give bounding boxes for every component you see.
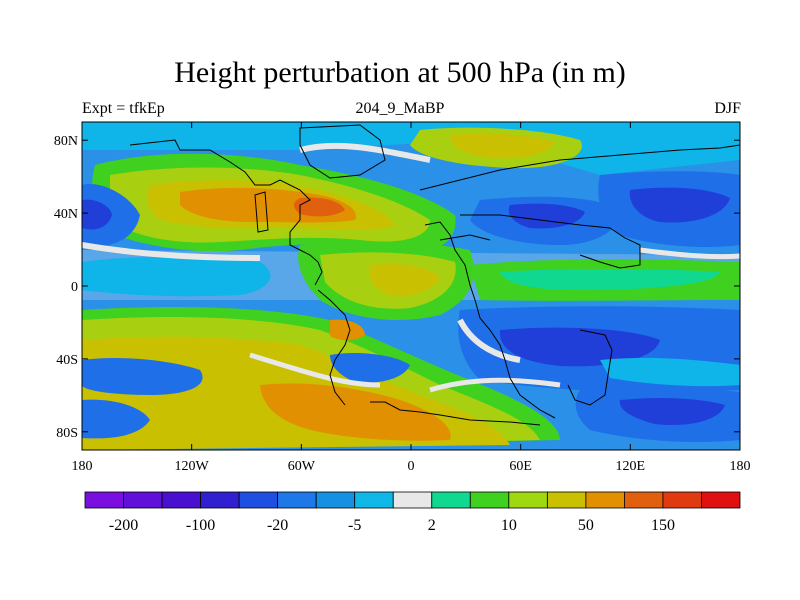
coastline-antarctica xyxy=(370,401,541,426)
lat-tick-label: 40N xyxy=(54,207,78,222)
colorbar-label: 2 xyxy=(428,517,436,534)
coastlines xyxy=(129,124,740,426)
lon-tick-label: 60W xyxy=(288,459,316,474)
colorbar-swatch xyxy=(161,491,201,509)
contour-north-pacific-deepblue xyxy=(82,199,112,230)
colorbar-swatch xyxy=(469,491,510,509)
lon-tick-label: 180 xyxy=(730,459,751,474)
lon-tick-label: 120E xyxy=(616,459,646,474)
colorbar-swatch xyxy=(431,491,471,509)
lon-tick-label: 120W xyxy=(175,459,210,474)
coastline-north-america xyxy=(129,139,323,286)
experiment-label: Expt = tfkEp xyxy=(82,100,165,117)
contour-asia-deepblue xyxy=(508,203,585,229)
contour-south-pacific-blue xyxy=(82,358,203,395)
colorbar-swatch xyxy=(200,491,240,509)
contour-north-cyan xyxy=(82,122,740,175)
contour-pacific-ne-deepblue xyxy=(629,187,730,223)
coastline-hudson xyxy=(254,191,269,233)
lat-tick-label: 80N xyxy=(54,134,78,149)
contour-field xyxy=(82,122,740,450)
contour-white-band-3 xyxy=(249,352,381,388)
colorbar-label: -5 xyxy=(348,517,361,534)
colorbar-label: -20 xyxy=(267,517,288,534)
colorbar-swatch xyxy=(546,491,587,509)
colorbar-swatch xyxy=(662,491,702,509)
contour-south-indian-deepblue xyxy=(499,327,660,367)
contour-south-atlantic-blue xyxy=(330,353,410,383)
latitude-ticks: 80N 40N 0 40S 80S xyxy=(54,134,740,441)
contour-south-west-deepblue xyxy=(82,399,150,439)
coastline-mediterranean xyxy=(439,234,491,241)
colorbar-label: 10 xyxy=(501,517,517,534)
colorbar-swatch xyxy=(238,491,279,509)
contour-antarctic-deepblue xyxy=(619,397,725,426)
colorbar-swatch xyxy=(701,491,741,509)
coastline-greenland xyxy=(299,124,386,179)
contour-white-band-1 xyxy=(82,242,261,261)
contour-south-india-cyan2 xyxy=(600,357,740,387)
season-label: DJF xyxy=(714,100,741,117)
colorbar: -200 -100 -20 -5 2 10 50 150 xyxy=(84,491,741,534)
contour-tropics-teal-east xyxy=(500,269,720,290)
colorbar-swatch xyxy=(84,491,124,509)
coastline-australia xyxy=(567,329,613,406)
colorbar-swatch xyxy=(315,491,356,509)
lat-tick-label: 80S xyxy=(56,426,78,441)
lon-tick-label: 0 xyxy=(408,459,415,474)
contour-north-darkorange xyxy=(294,197,345,217)
contour-south-orange-small xyxy=(330,319,365,341)
coastline-eurasia xyxy=(419,144,740,269)
colorbar-label: 50 xyxy=(578,517,594,534)
contour-arctic-olive xyxy=(450,133,555,159)
contour-white-band-6 xyxy=(639,247,740,260)
lat-tick-label: 40S xyxy=(56,353,78,368)
contour-tropics-cyan-west xyxy=(82,256,271,297)
lat-tick-label: 0 xyxy=(71,280,78,295)
colorbar-swatch xyxy=(354,491,394,509)
coastline-south-america xyxy=(317,289,351,406)
colorbar-swatch xyxy=(277,491,317,509)
contour-white-band-4 xyxy=(429,377,561,393)
colorbar-label: -100 xyxy=(186,517,215,534)
colorbar-swatch xyxy=(508,491,548,509)
colorbar-label: -200 xyxy=(109,517,138,534)
coastline-africa xyxy=(424,221,556,419)
longitude-ticks: 180 120W 60W 0 60E 120E 180 xyxy=(72,122,751,474)
colorbar-swatch xyxy=(392,491,433,509)
colorbar-swatch xyxy=(585,491,625,509)
contour-white-band-5 xyxy=(299,142,431,163)
run-label: 204_9_MaBP xyxy=(355,100,445,117)
lon-tick-label: 60E xyxy=(509,459,532,474)
map-title: Height perturbation at 500 hPa (in m) xyxy=(174,56,626,89)
colorbar-label: 150 xyxy=(651,517,675,534)
lon-tick-label: 180 xyxy=(72,459,93,474)
colorbar-swatch xyxy=(624,491,664,509)
colorbar-swatch xyxy=(123,491,163,509)
contour-south-orange xyxy=(260,383,451,441)
contour-tropics-olive xyxy=(368,264,440,296)
contour-white-band-2 xyxy=(457,318,521,363)
